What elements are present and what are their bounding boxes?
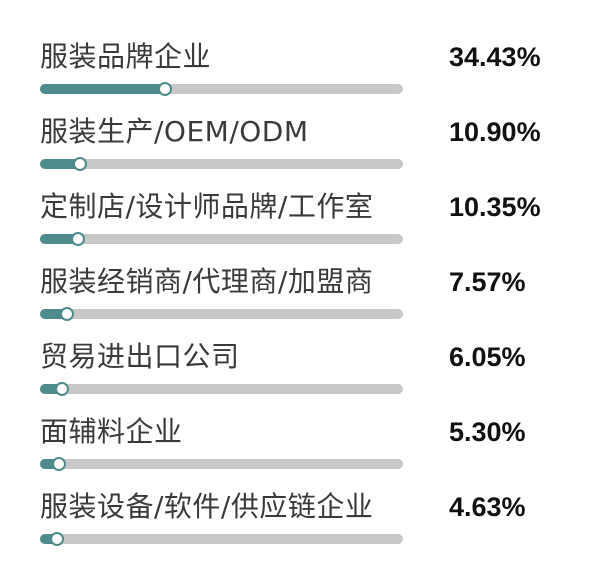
bar-track xyxy=(40,157,403,171)
category-label: 服装设备/软件/供应链企业 xyxy=(40,490,374,523)
bar-track xyxy=(40,532,403,546)
category-label: 服装生产/OEM/ODM xyxy=(40,115,309,148)
bar xyxy=(40,159,80,169)
category-label: 面辅料企业 xyxy=(40,415,183,448)
bar-track xyxy=(40,382,403,396)
data-label: 34.43% xyxy=(449,42,541,72)
bar xyxy=(40,84,165,94)
bar-row: 面辅料企业 5.30% xyxy=(0,413,597,488)
category-label: 定制店/设计师品牌/工作室 xyxy=(40,190,374,223)
bar-track xyxy=(40,457,403,471)
bar xyxy=(40,234,78,244)
data-label: 7.57% xyxy=(449,267,526,297)
bar-row: 服装设备/软件/供应链企业 4.63% xyxy=(0,488,597,563)
bar-track xyxy=(40,82,403,96)
bar-track xyxy=(40,232,403,246)
bar-row: 贸易进出口公司 6.05% xyxy=(0,338,597,413)
data-label: 5.30% xyxy=(449,417,526,447)
bar xyxy=(40,534,57,544)
bar xyxy=(40,459,60,469)
bar xyxy=(40,309,68,319)
bar xyxy=(40,384,62,394)
category-label: 服装品牌企业 xyxy=(40,40,212,73)
data-label: 10.90% xyxy=(449,117,541,147)
data-label: 4.63% xyxy=(449,492,526,522)
category-label: 贸易进出口公司 xyxy=(40,340,240,373)
bar-row: 服装经销商/代理商/加盟商 7.57% xyxy=(0,263,597,338)
bar-end-knob xyxy=(72,157,87,171)
bar-end-knob xyxy=(157,82,172,96)
bar-end-knob xyxy=(70,232,85,246)
bar-end-knob xyxy=(49,532,64,546)
bar-end-knob xyxy=(52,457,67,471)
data-label: 10.35% xyxy=(449,192,541,222)
bar-end-knob xyxy=(60,307,75,321)
bar-row: 服装生产/OEM/ODM 10.90% xyxy=(0,113,597,188)
bar-row: 服装品牌企业 34.43% xyxy=(0,38,597,113)
category-label: 服装经销商/代理商/加盟商 xyxy=(40,265,374,298)
bar-row: 定制店/设计师品牌/工作室 10.35% xyxy=(0,188,597,263)
data-label: 6.05% xyxy=(449,342,526,372)
bar-track xyxy=(40,307,403,321)
bar-end-knob xyxy=(54,382,69,396)
